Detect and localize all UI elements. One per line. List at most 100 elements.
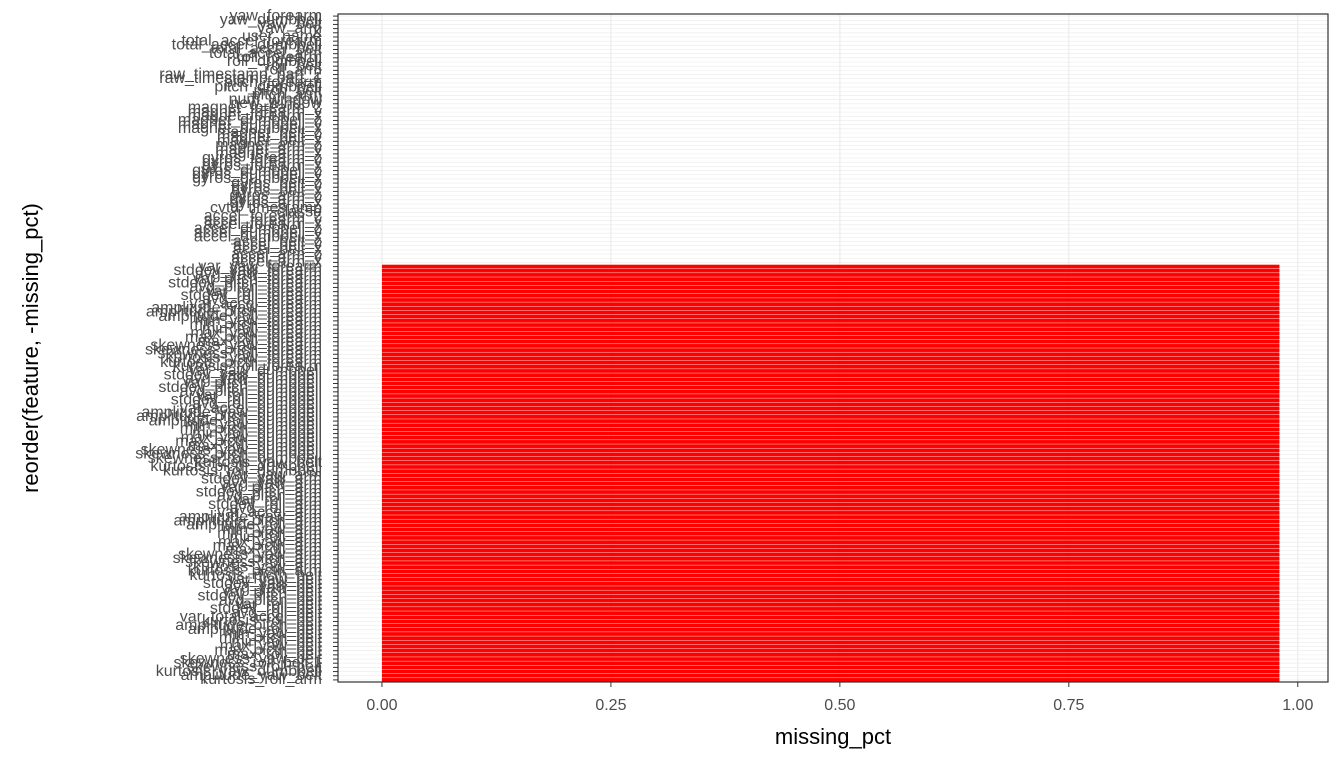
bar <box>381 644 1280 649</box>
y-tick-label: var_yaw_belt <box>228 571 323 588</box>
y-tick-label: gyros_belt_x <box>231 183 322 200</box>
bar <box>381 423 1280 428</box>
y-tick-label: stddev_roll_arm <box>208 496 322 513</box>
y-tick-label: avg_yaw_arm <box>222 475 322 492</box>
bar <box>381 389 1280 394</box>
y-tick-label: max_yaw_forearm <box>190 325 322 342</box>
y-tick-label: stddev_yaw_dumbbell <box>164 366 322 383</box>
bar <box>381 502 1280 507</box>
y-tick-label: var_total_accel_belt <box>180 609 323 626</box>
y-tick-label: skewness_pitch_dumbbell <box>135 446 322 463</box>
y-tick-label: total_accel_dumbbell <box>172 37 322 54</box>
y-tick-label: skewness_roll_dumbbell <box>148 450 322 467</box>
bar <box>381 298 1280 302</box>
y-tick-label: avg_roll_dumbbell <box>192 396 322 413</box>
y-tick-label: kurtosis_roll_arm <box>200 671 322 688</box>
bar <box>381 385 1280 390</box>
y-tick-label: min_roll_belt <box>231 634 322 651</box>
y-tick-label: var_accel_dumbbell <box>180 400 322 417</box>
y-tick-label: min_roll_dumbbell <box>192 425 322 442</box>
y-tick-label: var_pitch_belt <box>222 583 322 600</box>
y-tick-label: skewness_yaw_dumbbell <box>141 442 322 459</box>
y-tick-label: magnet_arm_z <box>215 137 322 154</box>
y-tick-label: roll_belt <box>266 57 323 74</box>
bar <box>381 494 1280 499</box>
bar <box>381 281 1280 286</box>
y-tick-label: kurtosis_roll_belt <box>202 613 323 630</box>
y-tick-label: total_accel_belt <box>211 41 323 58</box>
y-tick-label: gyros_forearm_z <box>202 149 322 166</box>
y-tick-label: var_roll_arm <box>233 492 322 509</box>
x-tick-label: 0.25 <box>595 697 626 714</box>
y-tick-label: max_yaw_belt <box>220 638 323 655</box>
y-tick-label: var_accel_arm <box>217 504 322 521</box>
bar <box>381 627 1280 632</box>
y-tick-label: min_yaw_belt <box>224 625 322 642</box>
y-tick-label: min_pitch_forearm <box>190 316 323 333</box>
y-tick-label: gyros_dumbbell_z <box>192 162 322 179</box>
y-tick-label: user_name <box>242 28 322 45</box>
y-tick-label: avg_roll_arm <box>230 500 322 517</box>
y-tick-label: max_yaw_arm <box>218 533 322 550</box>
y-tick-label: avg_pitch_forearm <box>189 279 322 296</box>
y-tick-label: amplitude_roll_dumbbell <box>149 412 322 429</box>
y-tick-label: gyros_forearm_x <box>202 158 322 175</box>
bar <box>381 293 1280 298</box>
y-tick-label: gyros_dumbbell_y <box>192 166 322 183</box>
y-tick-label: accel_forearm_y <box>204 212 322 229</box>
bar <box>381 277 1280 281</box>
bar <box>381 323 1280 327</box>
bar <box>381 331 1280 336</box>
bar <box>381 540 1280 545</box>
y-tick-label: pitch_belt <box>254 82 323 99</box>
bar <box>381 285 1280 290</box>
y-tick-label: stddev_roll_belt <box>210 600 323 617</box>
y-tick-label: yaw_forearm <box>230 7 322 24</box>
y-tick-label: amplitude_roll_forearm <box>158 308 322 325</box>
bar <box>381 552 1280 557</box>
bar <box>381 506 1280 511</box>
y-tick-label: yaw_dumbbell <box>220 11 322 28</box>
y-tick-label: accel_forearm_x <box>204 216 322 233</box>
bar <box>381 327 1280 332</box>
y-tick-label: gyros_forearm_y <box>202 153 322 170</box>
y-tick-label: max_yaw_dumbbell <box>181 429 322 446</box>
bar <box>381 615 1280 620</box>
bar <box>381 419 1280 423</box>
bar <box>381 569 1280 574</box>
bar <box>381 369 1280 373</box>
bar <box>381 314 1280 319</box>
bar <box>381 364 1280 369</box>
bar <box>381 556 1280 561</box>
y-tick-label: avg_yaw_dumbbell <box>185 371 322 388</box>
bar <box>381 356 1280 361</box>
bar <box>381 460 1280 465</box>
y-tick-label: roll_dumbbell <box>227 53 322 70</box>
y-tick-label: accel_belt_z <box>233 233 322 250</box>
y-tick-label: magnet_dumbbell_z <box>178 112 322 129</box>
y-tick-label: accel_dumbbell_z <box>194 220 322 237</box>
y-tick-label: yaw_belt <box>259 16 323 33</box>
y-axis-title: reorder(feature, -missing_pct) <box>18 203 43 493</box>
bar <box>381 607 1280 611</box>
bar <box>381 623 1280 628</box>
bar <box>381 473 1280 478</box>
y-tick-label: stddev_yaw_belt <box>203 575 323 592</box>
bar <box>381 469 1280 474</box>
bar <box>381 515 1280 519</box>
y-tick-label: gyros_arm_y <box>230 191 322 208</box>
y-tick-label: kurtosis_roll_forearm <box>173 358 322 375</box>
bar <box>381 465 1280 469</box>
y-tick-label: kurtosis_yaw_dumbbell <box>156 663 322 680</box>
bar <box>381 289 1280 294</box>
y-tick-label: max_roll_belt <box>227 646 323 663</box>
y-tick-label: avg_roll_forearm <box>202 291 322 308</box>
y-tick-label: avg_yaw_forearm <box>195 266 322 283</box>
y-tick-label: skewness_yaw_arm <box>178 546 322 563</box>
y-tick-label: accel_arm_y <box>231 249 322 266</box>
y-tick-label: min_roll_forearm <box>202 320 322 337</box>
bar <box>381 661 1280 666</box>
bar <box>381 318 1280 323</box>
y-tick-label: max_roll_arm <box>225 542 322 559</box>
